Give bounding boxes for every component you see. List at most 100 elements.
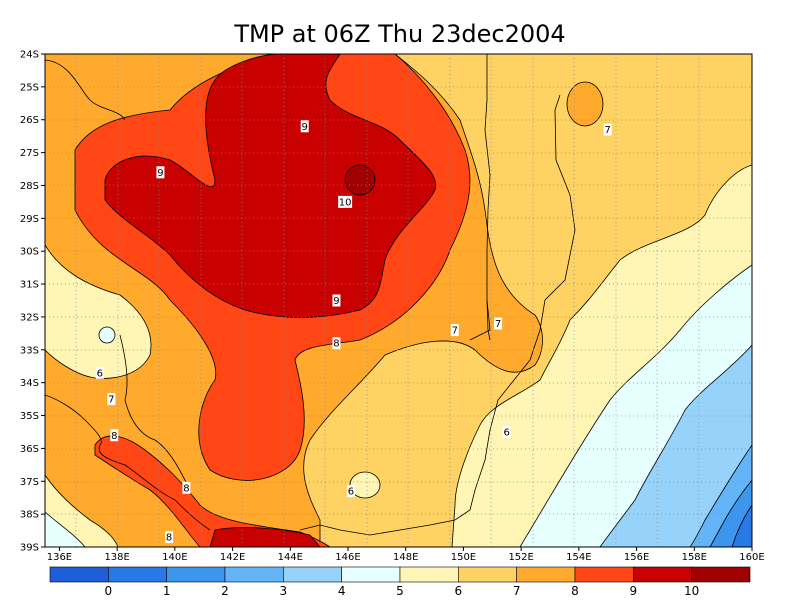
colorbar-label: 9	[630, 584, 638, 598]
y-tick-label: 32S	[20, 312, 39, 323]
colorbar-label: 2	[221, 584, 229, 598]
y-tick-label: 29S	[20, 214, 39, 225]
y-tick-label: 28S	[20, 181, 39, 192]
y-tick-label: 33S	[20, 345, 39, 356]
contour-label: 8	[111, 431, 117, 442]
colorbar-label: 6	[455, 584, 463, 598]
contour-label: 7	[452, 326, 458, 337]
contour-label-box	[502, 425, 511, 438]
colorbar-segment	[108, 566, 167, 583]
contour-label-box	[450, 324, 459, 337]
colorbar-segment	[574, 566, 634, 583]
contour-label-box	[346, 485, 355, 498]
colorbar-label: 10	[684, 584, 699, 598]
colorbar-label: 8	[571, 584, 579, 598]
x-tick-label: 154E	[566, 552, 591, 563]
band-5-west	[98, 326, 116, 344]
contour-label-box	[603, 123, 612, 136]
x-tick-label: 156E	[624, 552, 649, 563]
contour-label-box	[332, 337, 341, 350]
y-tick-label: 25S	[20, 82, 39, 93]
contour-label: 6	[504, 427, 510, 438]
contour-label: 9	[302, 122, 308, 133]
y-tick-label: 27S	[20, 148, 39, 159]
colorbar-label: 5	[396, 584, 404, 598]
contour-label: 7	[495, 319, 501, 330]
coastlines	[45, 54, 576, 536]
colorbar-segment	[166, 566, 226, 583]
x-tick-label: 146E	[335, 552, 360, 563]
colorbar-segment	[458, 566, 517, 583]
x-tick-label: 144E	[278, 552, 303, 563]
x-tick-label: 160E	[739, 552, 764, 563]
colorbar-label: 3	[280, 584, 288, 598]
y-tick-label: 34S	[20, 378, 39, 389]
contour-label-box	[494, 317, 503, 330]
band-5-southwest	[45, 511, 86, 547]
colorbar-segment	[399, 566, 459, 583]
contour-label-box	[338, 195, 353, 208]
colorbar: 0 1 2 3 4 5 6 7 8 9 10	[49, 566, 751, 598]
x-axis-ticks: 136E 138E 140E 142E 144E 146E 148E 150E 152E 154E…	[47, 547, 765, 563]
contour-label: 7	[605, 125, 611, 136]
plot-area	[45, 54, 752, 547]
band-4-east	[599, 344, 752, 547]
y-tick-label: 36S	[20, 444, 39, 455]
colorbar-segment	[224, 566, 284, 583]
y-tick-label: 26S	[20, 115, 39, 126]
x-tick-label: 140E	[162, 552, 187, 563]
contour-label: 8	[183, 483, 189, 494]
band-6-west	[45, 244, 152, 379]
plot-frame	[44, 53, 753, 548]
y-tick-label: 37S	[20, 477, 39, 488]
band-6-south	[349, 471, 381, 499]
colorbar-segment	[516, 566, 576, 583]
colorbar-label: 0	[105, 584, 113, 598]
contour-label: 7	[108, 395, 114, 406]
contour-label: 8	[333, 339, 339, 350]
x-tick-label: 148E	[393, 552, 418, 563]
colorbar-segment	[49, 566, 109, 583]
y-tick-label: 31S	[20, 280, 39, 291]
colorbar-segment	[341, 566, 401, 583]
contour-label-box	[182, 481, 191, 494]
contour-label-box	[332, 294, 341, 307]
contour-label-box	[156, 166, 165, 179]
contour-label: 8	[166, 533, 172, 544]
band-8-ne-blob	[566, 81, 604, 127]
contour-label-box	[300, 120, 309, 133]
colorbar-segment	[633, 566, 692, 583]
chart-title: TMP at 06Z Thu 23dec2004	[233, 20, 565, 48]
x-tick-label: 158E	[682, 552, 707, 563]
colorbar-label: 4	[338, 584, 346, 598]
y-axis-ticks: 24S 25S 26S 27S 28S 29S 30S 31S 32S 33S 34S 35S 36S 3…	[20, 50, 45, 554]
contour-label-box	[165, 531, 174, 544]
y-tick-label: 24S	[20, 50, 39, 61]
contour-label-box	[95, 366, 104, 379]
x-tick-label: 142E	[220, 552, 245, 563]
contour-labels: 9 9 10 9 8 7 7 7 6 7 8 6 6 8 8	[95, 120, 612, 544]
contour-label: 10	[339, 197, 352, 208]
contour-label-box	[110, 429, 119, 442]
colorbar-label: 7	[513, 584, 521, 598]
contour-label: 6	[348, 487, 354, 498]
y-tick-label: 39S	[20, 543, 39, 554]
band-11	[344, 164, 376, 196]
contour-label: 9	[333, 296, 339, 307]
band-9-south	[209, 527, 321, 547]
colorbar-label: 1	[163, 584, 171, 598]
x-tick-label: 136E	[47, 552, 72, 563]
y-tick-label: 35S	[20, 411, 39, 422]
colorbar-segment	[283, 566, 342, 583]
x-tick-label: 152E	[508, 552, 533, 563]
contour-label: 9	[157, 168, 163, 179]
x-tick-label: 150E	[451, 552, 476, 563]
y-tick-label: 38S	[20, 510, 39, 521]
colorbar-segment	[691, 566, 751, 583]
contour-label: 6	[97, 368, 103, 379]
x-tick-label: 138E	[104, 552, 129, 563]
contour-label-box	[107, 393, 116, 406]
band-1-east	[731, 504, 752, 547]
band-8-southwest	[94, 435, 331, 547]
